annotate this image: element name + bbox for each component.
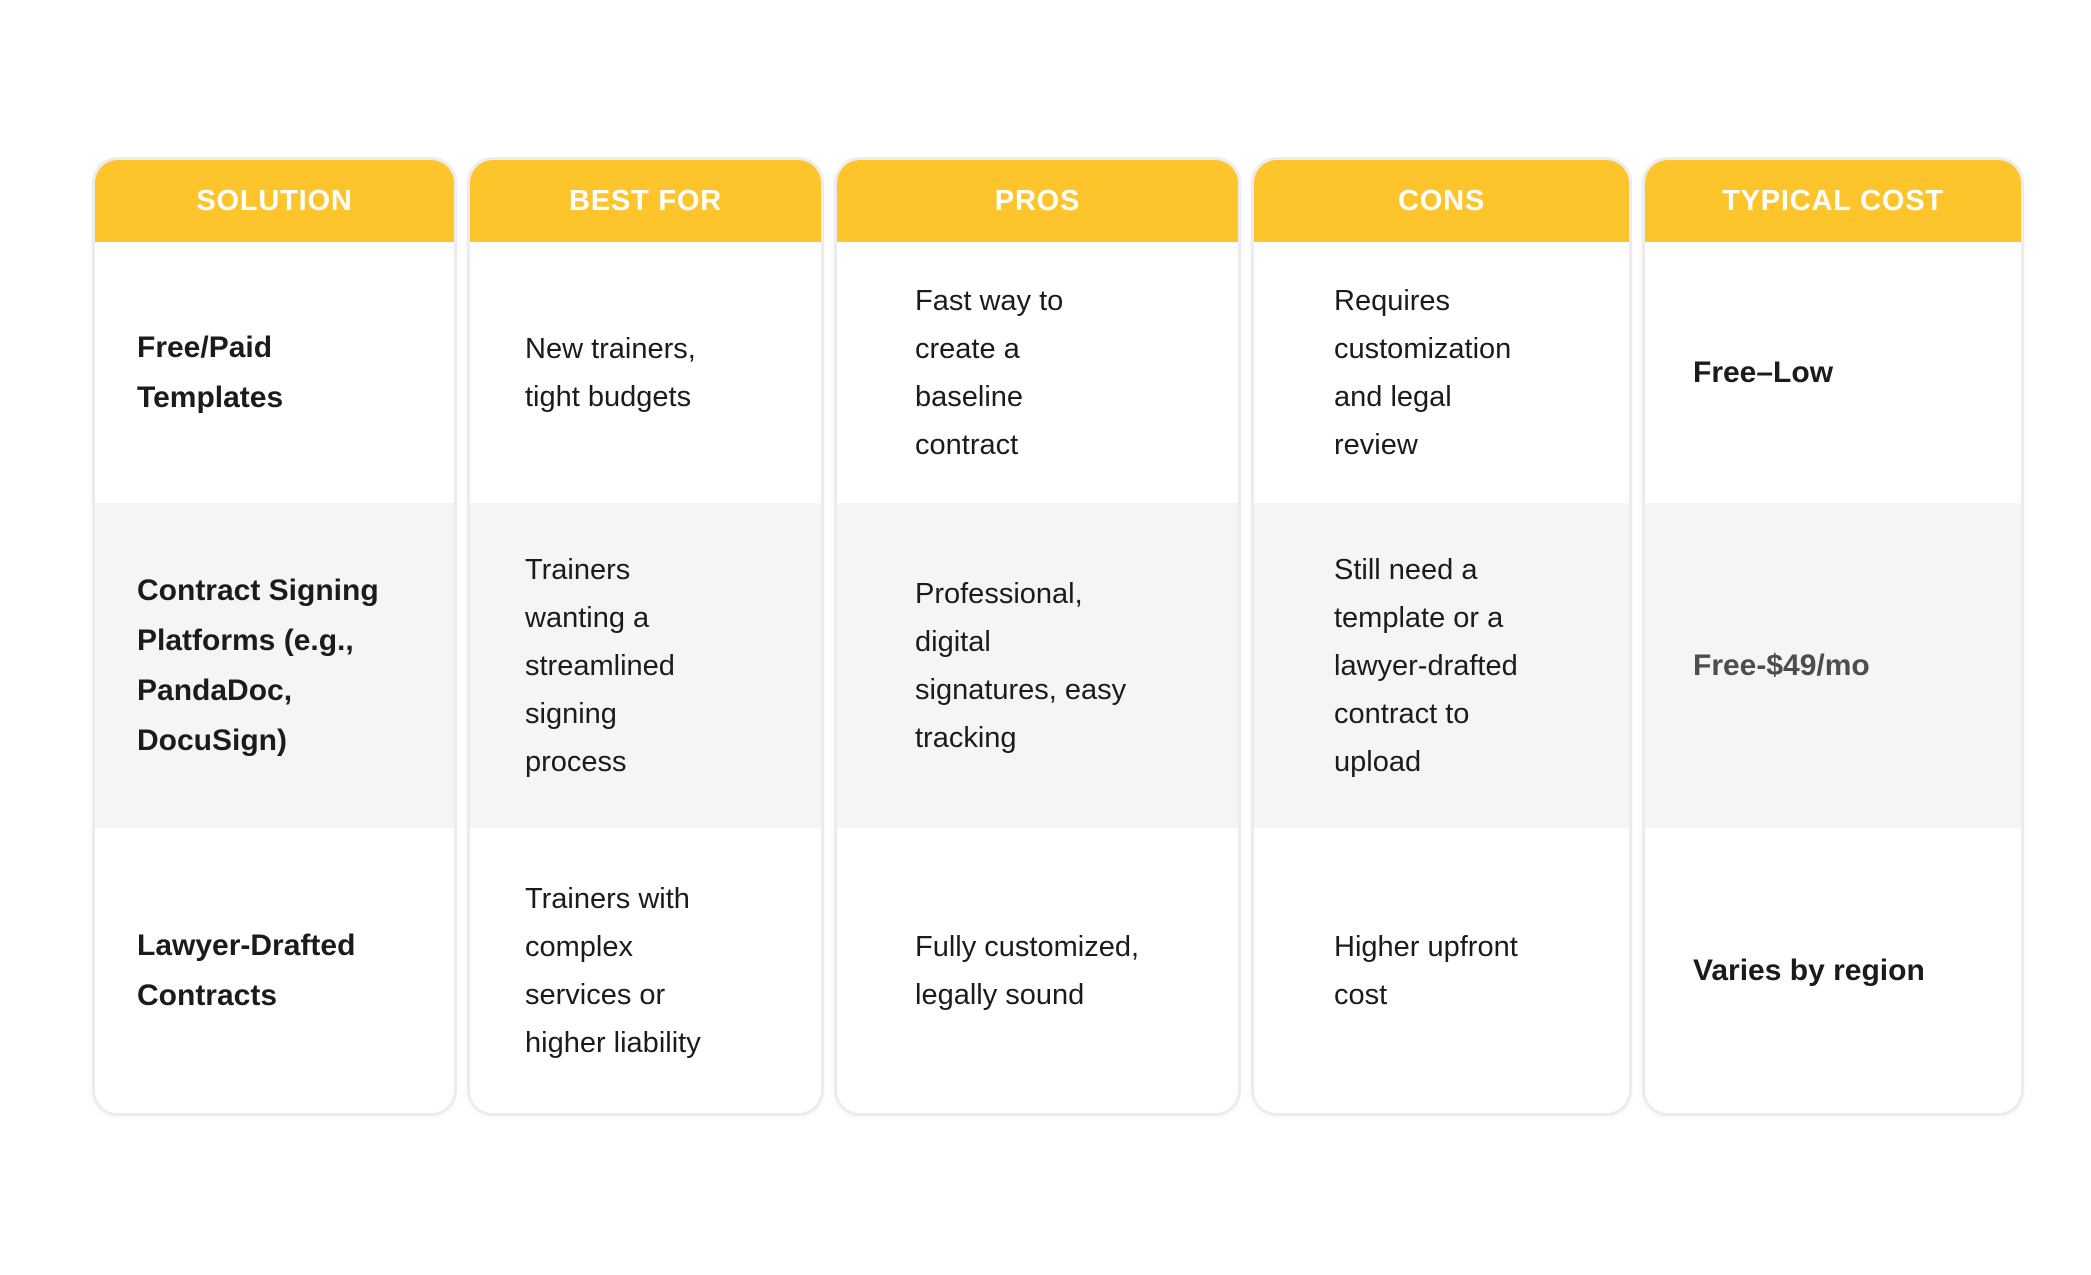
header-cons: CONS bbox=[1254, 160, 1629, 242]
cell-cons-row2: Still need a template or a lawyer-drafte… bbox=[1254, 503, 1629, 828]
cell-solution-row1: Free/Paid Templates bbox=[95, 242, 454, 503]
cell-best-for-row3: Trainers with complex services or higher… bbox=[470, 828, 821, 1113]
cell-typical-cost-row2-text: Free-$49/mo bbox=[1693, 648, 1870, 682]
cell-pros-row3-text: Fully customized, legally sound bbox=[915, 930, 1140, 1011]
header-best-for: BEST FOR bbox=[470, 160, 821, 242]
cell-solution-row2-text: Contract Signing Platforms (e.g., PandaD… bbox=[137, 573, 379, 757]
cell-solution-row3: Lawyer-Drafted Contracts bbox=[95, 828, 454, 1113]
comparison-table: SOLUTION Free/Paid Templates Contract Si… bbox=[92, 157, 2024, 1116]
column-pros: PROS Fast way to create a baseline contr… bbox=[834, 157, 1241, 1116]
cell-best-for-row3-text: Trainers with complex services or higher… bbox=[525, 882, 701, 1059]
cell-pros-row1: Fast way to create a baseline contract bbox=[837, 242, 1238, 503]
cell-best-for-row2-text: Trainers wanting a streamlined signing p… bbox=[525, 553, 675, 778]
cell-cons-row3-text: Higher upfront cost bbox=[1334, 930, 1518, 1011]
column-cons: CONS Requires customization and legal re… bbox=[1251, 157, 1632, 1116]
cell-pros-row3: Fully customized, legally sound bbox=[837, 828, 1238, 1113]
cell-cons-row3: Higher upfront cost bbox=[1254, 828, 1629, 1113]
cell-solution-row1-text: Free/Paid Templates bbox=[137, 330, 284, 414]
cell-solution-row2: Contract Signing Platforms (e.g., PandaD… bbox=[95, 503, 454, 828]
cell-typical-cost-row1: Free–Low bbox=[1645, 242, 2021, 503]
cell-pros-row2: Professional, digital signatures, easy t… bbox=[837, 503, 1238, 828]
cell-pros-row2-text: Professional, digital signatures, easy t… bbox=[915, 577, 1127, 754]
cell-best-for-row1-text: New trainers, tight budgets bbox=[525, 332, 696, 413]
cell-typical-cost-row1-text: Free–Low bbox=[1693, 355, 1834, 389]
column-solution: SOLUTION Free/Paid Templates Contract Si… bbox=[92, 157, 457, 1116]
header-best-for-label: BEST FOR bbox=[568, 184, 722, 217]
header-typical-cost: TYPICAL COST bbox=[1645, 160, 2021, 242]
cell-cons-row2-text: Still need a template or a lawyer-drafte… bbox=[1334, 553, 1518, 778]
header-pros-label: PROS bbox=[994, 184, 1081, 217]
cell-typical-cost-row3-text: Varies by region bbox=[1693, 953, 1925, 987]
header-solution-label: SOLUTION bbox=[196, 184, 353, 217]
cell-solution-row3-text: Lawyer-Drafted Contracts bbox=[137, 928, 356, 1012]
cell-best-for-row2: Trainers wanting a streamlined signing p… bbox=[470, 503, 821, 828]
cell-pros-row1-text: Fast way to create a baseline contract bbox=[915, 284, 1064, 461]
cell-cons-row1-text: Requires customization and legal review bbox=[1334, 284, 1512, 461]
header-pros: PROS bbox=[837, 160, 1238, 242]
header-typical-cost-label: TYPICAL COST bbox=[1722, 184, 1944, 217]
cell-cons-row1: Requires customization and legal review bbox=[1254, 242, 1629, 503]
header-cons-label: CONS bbox=[1398, 184, 1485, 217]
header-solution: SOLUTION bbox=[95, 160, 454, 242]
column-typical-cost: TYPICAL COST Free–Low Free-$49/mo Varies… bbox=[1642, 157, 2024, 1116]
cell-typical-cost-row3: Varies by region bbox=[1645, 828, 2021, 1113]
cell-best-for-row1: New trainers, tight budgets bbox=[470, 242, 821, 503]
column-best-for: BEST FOR New trainers, tight budgets Tra… bbox=[467, 157, 824, 1116]
cell-typical-cost-row2: Free-$49/mo bbox=[1645, 503, 2021, 828]
